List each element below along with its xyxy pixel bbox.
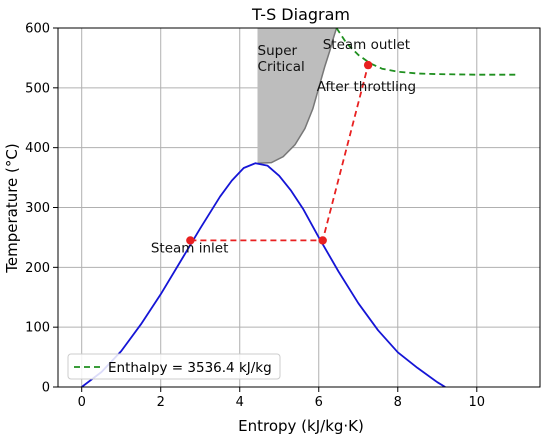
legend: Enthalpy = 3536.4 kJ/kg xyxy=(67,353,281,380)
annotation-label: Steam inlet xyxy=(151,240,229,256)
x-tick-label: 4 xyxy=(236,395,244,410)
y-tick-label: 200 xyxy=(25,261,50,276)
state-point-marker xyxy=(318,236,327,245)
x-tick-label: 6 xyxy=(315,395,323,410)
x-tick-label: 10 xyxy=(469,395,486,410)
x-tick-label: 8 xyxy=(394,395,402,410)
annotation-label: Super xyxy=(258,43,298,59)
y-tick-label: 0 xyxy=(42,381,50,396)
super-critical-region-group xyxy=(257,28,338,164)
x-axis-label: Entropy (kJ/kg·K) xyxy=(238,417,364,435)
y-tick-label: 100 xyxy=(25,321,50,336)
y-axis-label: Temperature (°C) xyxy=(3,143,21,273)
state-point-marker xyxy=(363,60,373,70)
annotation-label: Critical xyxy=(258,59,305,75)
legend-label: Enthalpy = 3536.4 kJ/kg xyxy=(108,360,272,376)
super-critical-boundary xyxy=(257,28,338,164)
x-tick-label: 0 xyxy=(78,395,86,410)
marker-group xyxy=(186,60,373,245)
annotation-label: Steam outlet xyxy=(323,37,410,53)
series-line-0 xyxy=(81,162,446,387)
chart-title: T-S Diagram xyxy=(251,5,350,24)
legend-box xyxy=(67,353,281,380)
annotation-label: After throttling xyxy=(317,79,416,95)
x-tick-label: 2 xyxy=(157,395,165,410)
super-critical-region xyxy=(257,28,337,164)
y-tick-label: 300 xyxy=(25,201,50,216)
series-line-2 xyxy=(335,28,517,76)
state-point-marker xyxy=(186,236,195,245)
y-tick-label: 500 xyxy=(25,81,50,96)
y-tick-label: 600 xyxy=(25,22,50,37)
y-tick-label: 400 xyxy=(25,141,50,156)
